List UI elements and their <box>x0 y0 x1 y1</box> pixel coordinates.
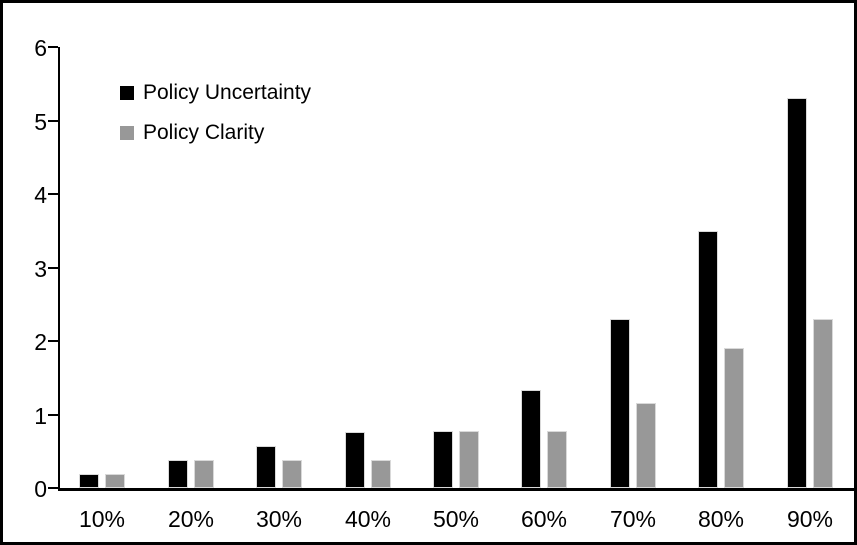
bar-policy-uncertainty-70% <box>610 319 630 488</box>
bar-policy-uncertainty-20% <box>168 460 188 488</box>
y-tick-label-5: 5 <box>34 108 47 135</box>
x-tick-label-30%: 30% <box>255 506 303 532</box>
legend-item-policy-uncertainty: Policy Uncertainty <box>120 80 312 104</box>
x-tick-label-50%: 50% <box>432 506 480 532</box>
bar-policy-uncertainty-40% <box>345 432 365 488</box>
bar-policy-clarity-10% <box>105 474 125 488</box>
bar-policy-clarity-30% <box>282 460 302 488</box>
legend-swatch-black <box>120 85 134 100</box>
bar-policy-clarity-90% <box>813 319 833 488</box>
bar-policy-uncertainty-80% <box>698 231 718 488</box>
y-tick-label-1: 1 <box>34 402 47 429</box>
legend-label: Policy Clarity <box>143 120 265 144</box>
x-tick-label-40%: 40% <box>344 506 392 532</box>
bar-policy-uncertainty-10% <box>79 474 99 488</box>
y-tick-label-6: 6 <box>34 35 47 61</box>
x-tick-label-70%: 70% <box>609 506 657 532</box>
legend-swatch-gray <box>120 125 134 140</box>
bar-policy-clarity-50% <box>459 431 479 488</box>
y-tick-4 <box>48 193 58 195</box>
x-tick-label-80%: 80% <box>697 506 745 532</box>
x-tick-label-10%: 10% <box>78 506 126 532</box>
bar-policy-uncertainty-60% <box>521 390 541 488</box>
legend-label: Policy Uncertainty <box>143 80 312 104</box>
bar-policy-uncertainty-50% <box>433 431 453 488</box>
x-tick-label-60%: 60% <box>520 506 568 532</box>
y-tick-label-4: 4 <box>34 182 47 208</box>
bar-policy-clarity-20% <box>194 460 214 488</box>
x-axis-line <box>58 488 854 491</box>
bar-policy-clarity-70% <box>636 403 656 488</box>
y-tick-0 <box>48 487 58 489</box>
y-tick-6 <box>48 46 58 48</box>
legend-item-policy-clarity: Policy Clarity <box>120 120 311 144</box>
y-tick-2 <box>48 340 58 342</box>
legend: Policy Uncertainty Policy Clarity <box>120 80 312 162</box>
y-axis-line <box>58 47 60 488</box>
bar-policy-uncertainty-30% <box>256 446 276 488</box>
y-tick-3 <box>48 266 58 269</box>
y-tick-label-3: 3 <box>34 255 47 282</box>
bar-policy-clarity-60% <box>547 431 567 488</box>
bar-policy-clarity-40% <box>371 460 391 488</box>
x-tick-label-20%: 20% <box>167 506 215 532</box>
y-tick-label-0: 0 <box>34 476 47 502</box>
y-tick-label-2: 2 <box>34 329 47 355</box>
bar-policy-clarity-80% <box>724 348 744 488</box>
bar-policy-uncertainty-90% <box>787 98 807 488</box>
y-tick-1 <box>48 413 58 416</box>
x-tick-label-90%: 90% <box>786 506 834 532</box>
y-tick-5 <box>48 119 58 122</box>
